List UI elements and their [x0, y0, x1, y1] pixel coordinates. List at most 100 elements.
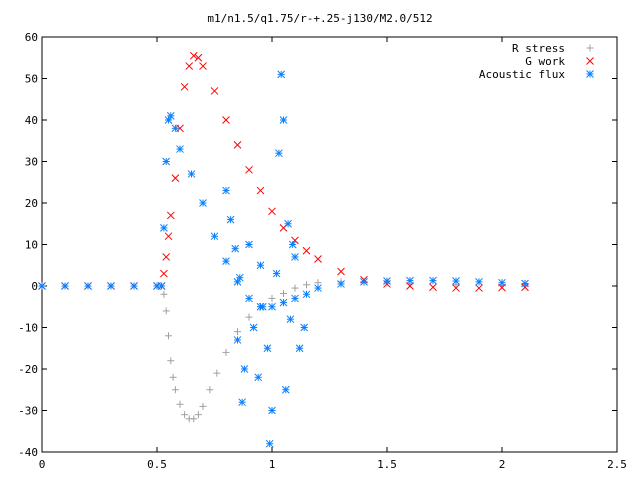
- legend-marker: [586, 70, 594, 78]
- data-point: [176, 145, 184, 153]
- data-point: [302, 246, 311, 255]
- y-tick-label: 60: [25, 31, 38, 44]
- chart-title: m1/n1.5/q1.75/r-+.25-j130/M2.0/512: [207, 12, 432, 25]
- data-point: [286, 315, 295, 324]
- data-point: [130, 282, 138, 290]
- data-point: [164, 232, 173, 241]
- data-point: [171, 174, 180, 182]
- legend-label: R stress: [512, 42, 565, 55]
- data-point: [238, 398, 246, 407]
- data-point: [162, 157, 171, 166]
- data-point: [475, 284, 483, 292]
- data-point: [240, 365, 249, 373]
- x-tick-label: 2.5: [607, 458, 627, 471]
- data-point: [233, 336, 242, 344]
- x-tick-label: 0.5: [147, 458, 167, 471]
- data-marks: [38, 51, 529, 448]
- data-point: [160, 269, 168, 278]
- y-tick-label: 50: [25, 73, 38, 86]
- data-point: [194, 53, 203, 62]
- data-point: [226, 215, 235, 224]
- data-point: [268, 406, 276, 415]
- data-point: [222, 186, 230, 195]
- data-point: [279, 116, 288, 124]
- data-point: [406, 282, 414, 290]
- y-tick-label: -30: [18, 405, 38, 418]
- data-point: [429, 276, 437, 285]
- data-point: [314, 255, 322, 263]
- data-point: [279, 298, 288, 307]
- data-point: [263, 344, 272, 353]
- data-point: [210, 87, 219, 95]
- data-point: [521, 279, 529, 288]
- data-point: [245, 294, 253, 303]
- data-point: [61, 282, 69, 290]
- data-point: [162, 307, 170, 315]
- data-point: [452, 284, 460, 292]
- data-point: [166, 111, 175, 120]
- data-point: [160, 224, 168, 232]
- data-point: [302, 290, 311, 299]
- data-point: [245, 240, 253, 249]
- x-tick-label: 1.5: [377, 458, 397, 471]
- data-point: [160, 290, 168, 298]
- data-point: [185, 62, 194, 70]
- series-1: [38, 51, 529, 292]
- data-point: [258, 302, 267, 311]
- data-point: [360, 277, 368, 286]
- data-point: [452, 277, 460, 285]
- x-tick-label: 1: [269, 458, 276, 471]
- axis-ticks: 0 0.5 1 1.5 2 2.5 -40 -30 -20 -10 0 10 20 30 40 50 60: [18, 31, 627, 471]
- y-tick-label: 10: [25, 239, 38, 252]
- data-point: [194, 411, 202, 419]
- data-point: [314, 284, 322, 292]
- data-point: [235, 273, 244, 282]
- data-point: [166, 211, 175, 220]
- data-point: [291, 284, 299, 292]
- series-2: [38, 70, 529, 448]
- data-point: [157, 282, 166, 290]
- data-point: [210, 232, 219, 241]
- data-point: [171, 386, 179, 394]
- y-tick-label: 0: [31, 280, 38, 293]
- data-point: [268, 294, 276, 302]
- data-point: [268, 207, 276, 216]
- data-point: [291, 253, 299, 261]
- plot-frame: [41, 36, 618, 453]
- data-point: [303, 281, 310, 289]
- y-tick-label: 30: [25, 156, 38, 169]
- data-point: [169, 373, 177, 381]
- data-point: [521, 283, 529, 292]
- data-point: [213, 369, 221, 377]
- data-point: [383, 277, 391, 285]
- data-point: [234, 328, 241, 336]
- data-point: [199, 199, 207, 207]
- data-point: [167, 357, 175, 365]
- data-point: [222, 348, 230, 356]
- data-point: [268, 302, 276, 311]
- legend-marker: [586, 44, 594, 52]
- data-point: [406, 276, 414, 285]
- y-tick-label: -10: [18, 322, 38, 335]
- data-point: [176, 400, 184, 408]
- data-point: [233, 141, 242, 149]
- data-point: [337, 280, 345, 288]
- data-point: [275, 149, 283, 158]
- data-point: [180, 82, 189, 91]
- data-point: [498, 278, 506, 287]
- data-point: [245, 165, 253, 174]
- data-point: [187, 170, 196, 178]
- data-point: [429, 283, 437, 292]
- data-point: [206, 386, 214, 394]
- data-point: [291, 294, 299, 303]
- data-point: [277, 70, 286, 79]
- data-point: [281, 385, 290, 394]
- data-point: [171, 124, 180, 133]
- data-point: [84, 282, 92, 290]
- data-point: [475, 277, 483, 286]
- data-point: [272, 269, 281, 278]
- data-point: [165, 332, 172, 340]
- data-point: [254, 373, 263, 382]
